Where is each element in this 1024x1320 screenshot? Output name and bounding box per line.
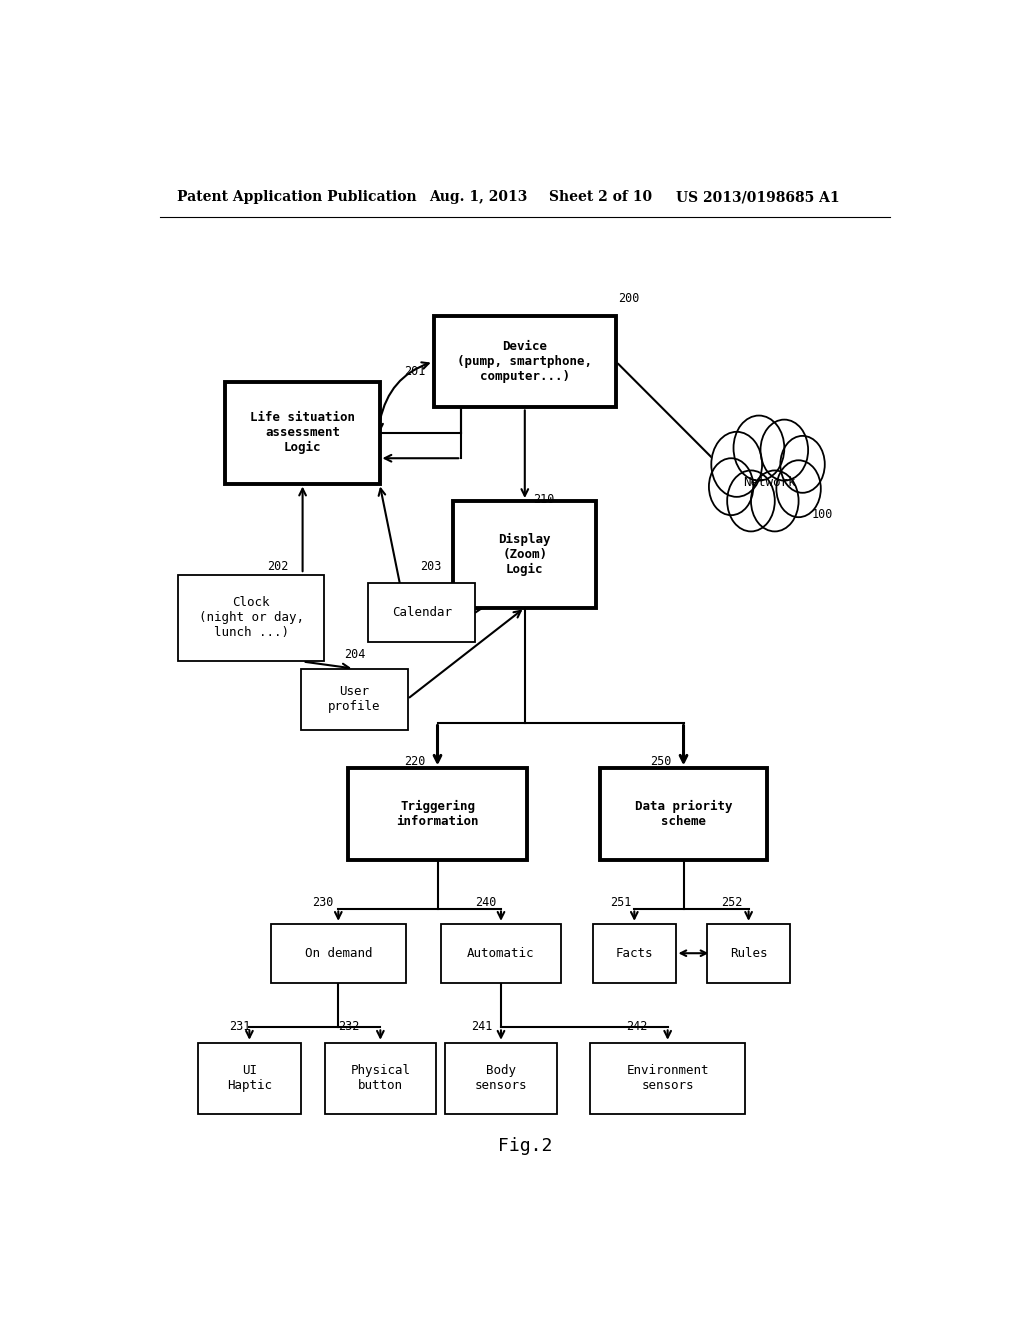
FancyBboxPatch shape [590,1043,745,1114]
Text: 252: 252 [722,895,743,908]
FancyBboxPatch shape [198,1043,301,1114]
Text: 220: 220 [404,755,426,768]
FancyBboxPatch shape [225,381,380,483]
FancyBboxPatch shape [441,924,560,982]
Text: 203: 203 [420,560,441,573]
Circle shape [776,461,821,517]
FancyBboxPatch shape [593,924,676,982]
Text: Rules: Rules [730,946,767,960]
FancyBboxPatch shape [270,924,406,982]
Text: Environment
sensors: Environment sensors [627,1064,709,1092]
Text: 230: 230 [312,895,334,908]
FancyBboxPatch shape [177,574,325,661]
Text: 231: 231 [229,1019,251,1032]
Text: Patent Application Publication: Patent Application Publication [177,190,417,205]
Text: Clock
(night or day,
lunch ...): Clock (night or day, lunch ...) [199,597,303,639]
Text: User
profile: User profile [328,685,381,713]
FancyBboxPatch shape [433,315,616,408]
Text: Triggering
information: Triggering information [396,800,479,828]
Text: Body
sensors: Body sensors [475,1064,527,1092]
Text: 204: 204 [344,648,366,660]
Circle shape [761,420,808,480]
Text: 242: 242 [627,1019,648,1032]
FancyBboxPatch shape [368,583,475,643]
Text: 240: 240 [475,895,497,908]
FancyBboxPatch shape [301,669,408,730]
Text: Sheet 2 of 10: Sheet 2 of 10 [549,190,651,205]
Text: 232: 232 [338,1019,359,1032]
Text: Device
(pump, smartphone,
computer...): Device (pump, smartphone, computer...) [458,341,592,383]
Text: US 2013/0198685 A1: US 2013/0198685 A1 [676,190,840,205]
FancyBboxPatch shape [454,502,596,609]
Text: 250: 250 [650,755,672,768]
Text: 251: 251 [610,895,632,908]
Text: Data priority
scheme: Data priority scheme [635,800,732,828]
Text: UI
Haptic: UI Haptic [227,1064,272,1092]
Text: Automatic: Automatic [467,946,535,960]
Text: Physical
button: Physical button [350,1064,411,1092]
Text: Fig.2: Fig.2 [498,1138,552,1155]
Circle shape [712,432,762,496]
Circle shape [709,458,754,515]
Text: 100: 100 [812,508,834,521]
Text: Aug. 1, 2013: Aug. 1, 2013 [430,190,528,205]
FancyBboxPatch shape [600,768,767,859]
Circle shape [727,470,775,532]
Circle shape [780,436,824,492]
Text: Network: Network [743,477,796,490]
Text: 201: 201 [404,364,426,378]
Text: Display
(Zoom)
Logic: Display (Zoom) Logic [499,533,551,577]
Text: 210: 210 [532,492,554,506]
Circle shape [733,416,784,480]
FancyBboxPatch shape [707,924,791,982]
Text: On demand: On demand [304,946,372,960]
Text: 202: 202 [267,560,288,573]
Text: Facts: Facts [615,946,653,960]
Text: 241: 241 [471,1019,493,1032]
Text: 200: 200 [618,292,640,305]
FancyBboxPatch shape [325,1043,436,1114]
Circle shape [751,470,799,532]
Text: Life situation
assessment
Logic: Life situation assessment Logic [250,412,355,454]
FancyBboxPatch shape [348,768,526,859]
FancyBboxPatch shape [445,1043,557,1114]
Text: Calendar: Calendar [391,606,452,619]
